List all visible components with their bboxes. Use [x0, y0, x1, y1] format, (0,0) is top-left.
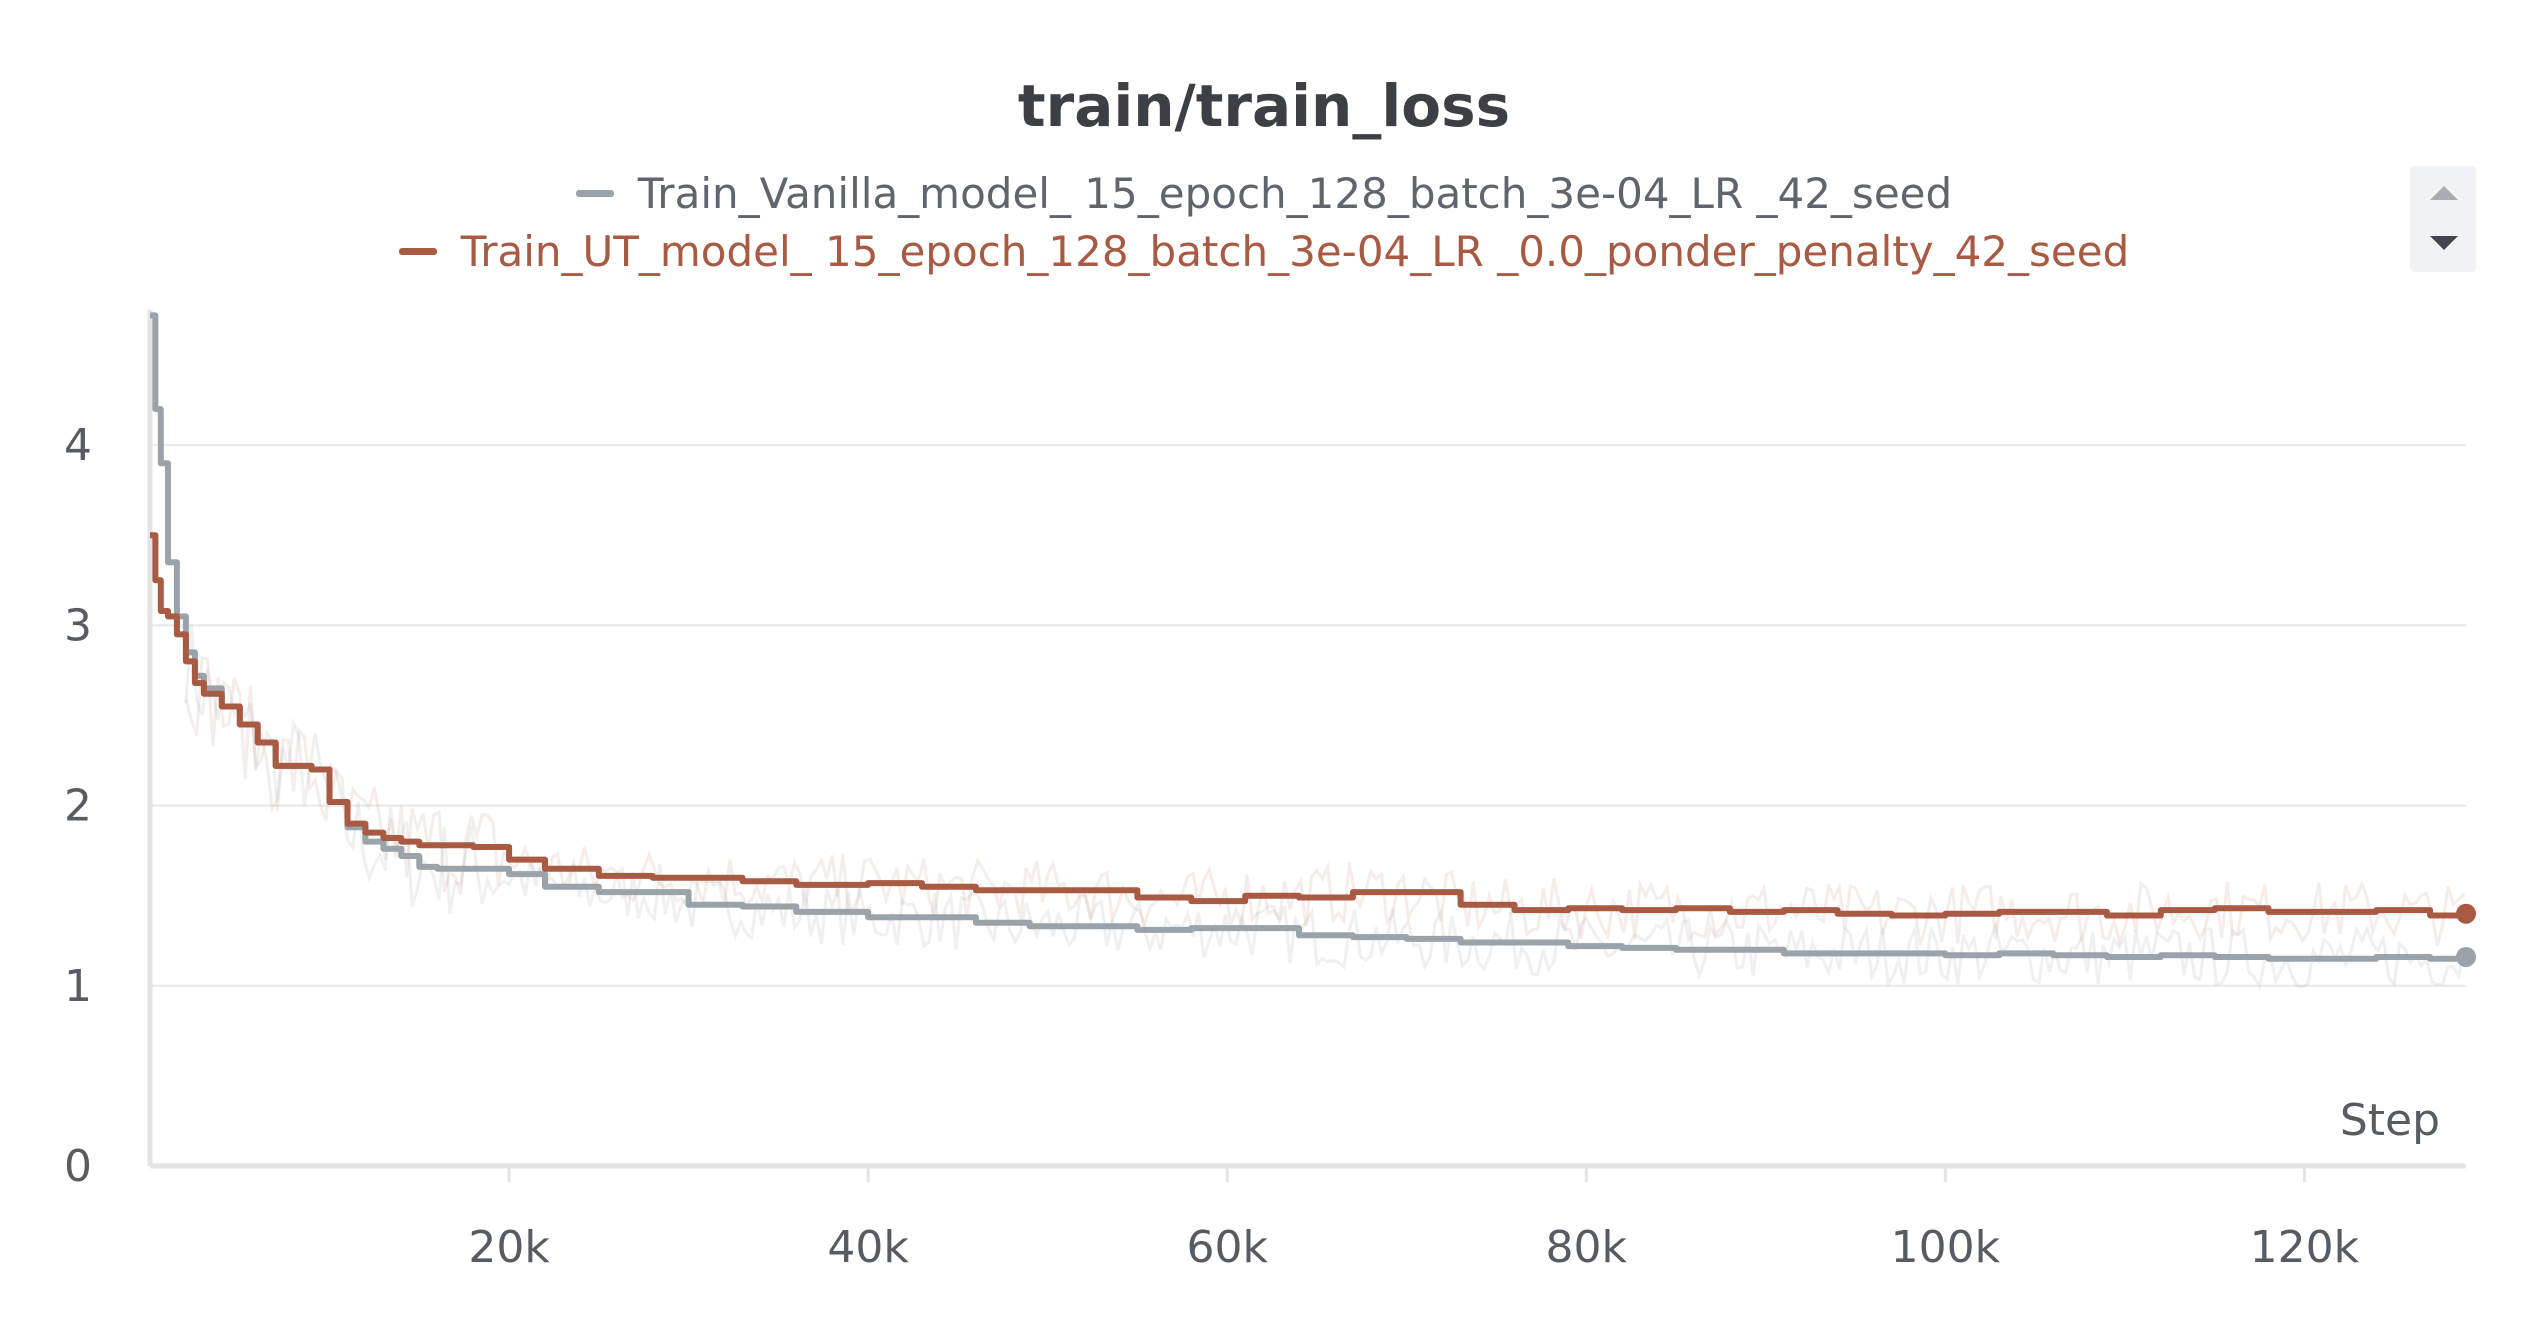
- y-tick-label: 4: [64, 420, 92, 471]
- x-tick-label: 80k: [1546, 1222, 1628, 1273]
- chevron-up-icon[interactable]: [2430, 186, 2458, 200]
- series-end-point-0: [2456, 946, 2476, 967]
- x-tick-label: 100k: [1891, 1222, 2001, 1273]
- legend-item-ut[interactable]: Train_UT_model_ 15_epoch_128_batch_3e-04…: [0, 224, 2528, 276]
- y-tick-labels: 0 1 2 3 4: [64, 420, 92, 1192]
- x-tick-label: 40k: [827, 1222, 909, 1273]
- legend-scroller[interactable]: [2410, 166, 2476, 272]
- grid-lines: [150, 444, 2466, 987]
- y-tick-label: 0: [64, 1141, 92, 1192]
- series-lines: [150, 312, 2476, 967]
- chevron-down-icon[interactable]: [2430, 236, 2458, 250]
- series-line-1: [150, 532, 2469, 919]
- chart-title: train/train_loss: [1017, 72, 1511, 140]
- x-tick-labels: 20k 40k 60k 80k 100k 120k: [468, 1222, 2359, 1273]
- legend-label-vanilla: Train_Vanilla_model_ 15_epoch_128_batch_…: [637, 169, 1953, 218]
- legend-item-vanilla[interactable]: Train_Vanilla_model_ 15_epoch_128_batch_…: [0, 166, 2528, 218]
- y-tick-label: 3: [64, 600, 92, 651]
- legend-label-ut: Train_UT_model_ 15_epoch_128_batch_3e-04…: [460, 227, 2130, 276]
- x-tick-label: 120k: [2250, 1222, 2360, 1273]
- x-axis-label: Step: [2340, 1095, 2440, 1146]
- y-tick-label: 2: [64, 781, 92, 832]
- legend-swatch-ut: [398, 248, 437, 255]
- noise-trace: [184, 655, 2466, 948]
- x-tick-label: 60k: [1186, 1222, 1268, 1273]
- legend-swatch-vanilla: [575, 190, 614, 197]
- series-end-point-1: [2456, 903, 2476, 924]
- y-tick-label: 1: [64, 961, 92, 1012]
- axes: [147, 310, 2466, 1182]
- x-tick-label: 20k: [468, 1222, 550, 1273]
